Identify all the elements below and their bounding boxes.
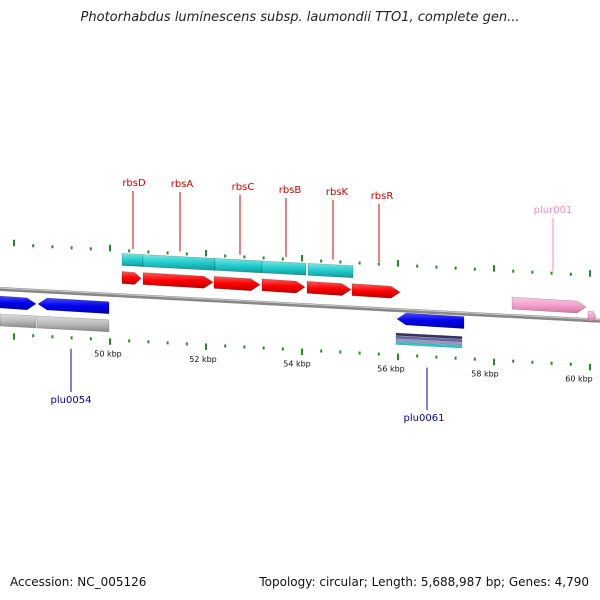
ruler-labels: 50 kbp 52 kbp 54 kbp 56 kbp 58 kbp 60 kbp (94, 350, 593, 384)
gene-label-rbsK: rbsK (326, 187, 349, 198)
cyan-feature-2[interactable] (214, 258, 263, 274)
backbone-outer (0, 287, 600, 323)
red-gene-5[interactable] (351, 283, 401, 299)
gene-features[interactable] (0, 253, 597, 349)
ruler-label: 60 kbp (565, 375, 593, 384)
genome-backbone (0, 287, 600, 323)
map-title: Photorhabdus luminescens subsp. laumondi… (80, 10, 520, 25)
gene-label-plu0061: plu0061 (404, 413, 445, 424)
tick-marks-bottom (13, 333, 591, 371)
red-gene-4[interactable] (306, 280, 352, 296)
blue-gene-left-0[interactable] (0, 295, 37, 311)
ruler-label: 52 kbp (189, 355, 217, 364)
pink-gene-fragment[interactable] (587, 310, 597, 322)
gene-label-rbsB: rbsB (279, 185, 302, 196)
cyan-feature-0[interactable] (121, 253, 144, 267)
ruler-label: 58 kbp (471, 370, 499, 379)
gray-feature-left-1[interactable] (36, 315, 110, 333)
blue-gene-plu0061[interactable] (396, 312, 465, 329)
gray-feature-left-0[interactable] (0, 313, 37, 329)
label-leader-lines (70, 191, 554, 410)
stacked-feature-1[interactable] (395, 335, 463, 343)
red-gene-1[interactable] (142, 272, 214, 289)
gene-label-rbsD: rbsD (122, 178, 146, 189)
ruler-label: 54 kbp (283, 360, 311, 369)
red-gene-0[interactable] (121, 271, 142, 285)
gene-labels: rbsD rbsA rbsC rbsB rbsK rbsR plur001 plu0054 pl… (51, 178, 573, 424)
cyan-feature-3[interactable] (261, 260, 307, 276)
ruler-label: 50 kbp (94, 350, 122, 359)
backbone-highlight (0, 287, 600, 321)
stacked-feature-2[interactable] (395, 338, 463, 346)
tick-marks-top (13, 239, 591, 277)
stacked-feature-0[interactable] (395, 332, 463, 340)
gene-label-plu0054: plu0054 (51, 395, 92, 406)
stacked-feature-3[interactable] (395, 341, 463, 349)
red-gene-3[interactable] (261, 278, 306, 294)
gene-label-plur001: plur001 (534, 205, 573, 216)
accession-label: Accession: NC_005126 (10, 575, 147, 589)
gene-label-rbsR: rbsR (371, 191, 394, 202)
blue-gene-left-1[interactable] (37, 297, 110, 315)
gene-label-rbsA: rbsA (171, 179, 194, 190)
cyan-feature-4[interactable] (307, 263, 354, 279)
red-gene-2[interactable] (213, 276, 261, 292)
pink-gene-plur001[interactable] (511, 296, 587, 314)
cyan-feature-1[interactable] (142, 254, 216, 271)
topology-label: Topology: circular; Length: 5,688,987 bp… (259, 575, 589, 589)
gene-label-rbsC: rbsC (232, 182, 255, 193)
ruler-label: 56 kbp (377, 365, 405, 374)
